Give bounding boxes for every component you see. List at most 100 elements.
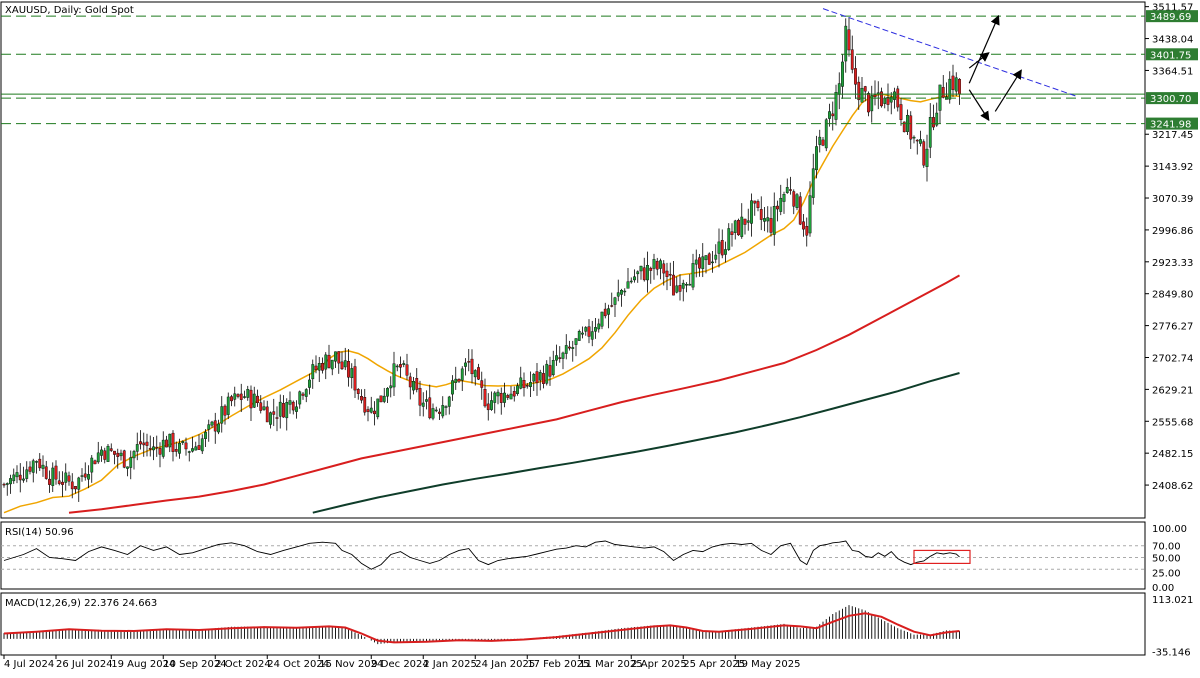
candle-body [629, 280, 633, 283]
price-label-text: 3241.98 [1150, 120, 1191, 131]
rsi-tick-label: 100.00 [1152, 524, 1187, 535]
candle-body [720, 240, 724, 256]
candle-body [256, 395, 259, 404]
candle-body [490, 400, 493, 410]
time-tick-label: 10 Sep 2024 [163, 659, 226, 670]
candle-body [730, 231, 734, 235]
candle-body [473, 370, 477, 378]
candle-body [243, 396, 246, 398]
candle-body [324, 354, 328, 370]
candle-body [395, 365, 399, 368]
candle-body [204, 431, 207, 439]
candle-body [100, 449, 103, 456]
candle-body [441, 405, 445, 417]
candle-body [548, 365, 552, 377]
candle-body [681, 282, 685, 289]
price-tick-label: 3511.57 [1152, 3, 1193, 14]
candle-body [685, 284, 688, 286]
candle-body [399, 364, 402, 368]
candle-body [688, 283, 692, 286]
candle-body [698, 257, 701, 269]
rsi-tick-label: 0.00 [1152, 583, 1174, 594]
candle-body [750, 200, 753, 224]
candle-body [454, 378, 458, 383]
candle-body [815, 146, 818, 171]
candle-body [769, 218, 773, 233]
candle-body [665, 270, 669, 277]
candle-body [64, 472, 68, 483]
price-tick-label: 3217.45 [1152, 130, 1193, 141]
rsi-line [3, 540, 960, 570]
candle-body [129, 457, 133, 468]
candle-body [77, 477, 81, 490]
candle-body [678, 285, 682, 292]
candle-body [343, 360, 347, 368]
candle-body [707, 253, 711, 265]
candle-body [919, 139, 922, 144]
candle-body [386, 388, 389, 397]
candle-body [317, 363, 321, 371]
candle-body [438, 411, 441, 414]
candle-body [22, 478, 25, 481]
price-tick-label: 2629.21 [1152, 385, 1193, 396]
candle-body [506, 395, 510, 398]
candle-body [867, 93, 870, 113]
candle-body [161, 439, 165, 457]
rsi-tick-label: 25.00 [1152, 568, 1181, 579]
candle-body [12, 474, 16, 482]
candle-body [626, 281, 630, 289]
candle-body [252, 393, 256, 408]
candle-body [519, 377, 523, 389]
candle-body [662, 263, 666, 274]
candle-body [824, 119, 828, 149]
candle-body [353, 366, 357, 391]
candle-body [509, 393, 513, 400]
candle-body [291, 401, 295, 411]
candle-body [340, 361, 344, 370]
candle-body [496, 391, 500, 397]
candle-body [28, 466, 32, 472]
candle-body [152, 446, 155, 451]
candle-body [330, 359, 334, 370]
candle-body [896, 88, 900, 108]
candle-body [122, 450, 126, 468]
candle-body [717, 241, 721, 254]
candle-body [532, 374, 536, 382]
candle-body [743, 218, 747, 225]
candle-body [795, 194, 799, 208]
candle-body [581, 332, 584, 335]
candle-body [106, 445, 110, 462]
candle-body [366, 409, 370, 412]
candle-body [171, 432, 175, 452]
candle-body [542, 373, 545, 384]
candle-body [883, 97, 887, 104]
candle-body [298, 391, 302, 405]
candle-body [93, 460, 97, 465]
candle-body [951, 75, 955, 90]
rsi-pane-frame [0, 521, 1146, 590]
candle-body [467, 361, 471, 363]
candle-body [48, 478, 51, 485]
macd-tick-label: 113.021 [1152, 595, 1193, 606]
chart-title: XAUUSD, Daily: Gold Spot [5, 5, 134, 16]
candle-body [652, 259, 656, 269]
candle-body [587, 326, 591, 337]
price-label-box [1146, 117, 1198, 130]
candle-body [857, 81, 861, 101]
time-tick-label: 26 Jul 2024 [56, 659, 113, 670]
candle-body [785, 187, 789, 194]
candle-body [334, 351, 337, 362]
candle-body [704, 255, 708, 261]
price-label-text: 3489.69 [1150, 12, 1191, 23]
time-tick-label: 2 Oct 2024 [215, 659, 270, 670]
price-tick-label: 2776.27 [1152, 322, 1193, 333]
candle-body [425, 399, 428, 402]
price-tick-label: 2996.86 [1152, 226, 1193, 237]
candle-body [899, 104, 903, 120]
price-tick-label: 3070.39 [1152, 194, 1193, 205]
candle-body [525, 385, 529, 387]
candle-body [551, 360, 555, 376]
candle-body [421, 402, 425, 407]
candle-body [535, 371, 539, 384]
